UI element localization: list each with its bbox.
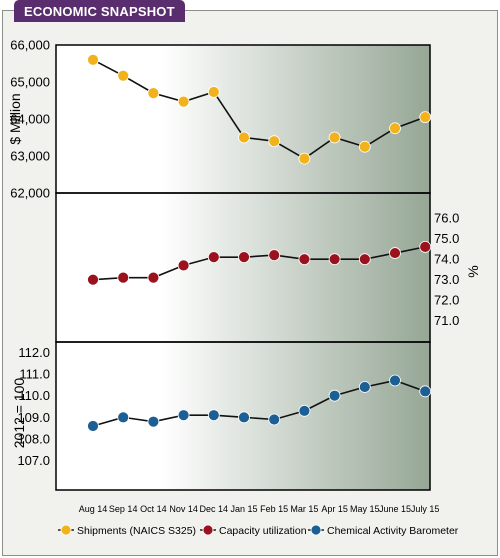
y-tick-label-barometer: 112.0 <box>18 345 50 360</box>
x-tick-label: Feb 15 <box>260 504 288 514</box>
legend-marker-barometer <box>310 524 322 536</box>
data-point-shipments <box>419 111 432 124</box>
data-point-shipments <box>207 86 220 98</box>
data-point-capacity <box>87 273 99 286</box>
data-point-shipments <box>358 140 371 153</box>
y-tick-label-barometer: 110.0 <box>18 388 50 403</box>
data-point-barometer <box>147 415 160 428</box>
data-point-barometer <box>389 374 401 387</box>
y-tick-label-barometer: 108.0 <box>17 432 50 447</box>
legend-label-shipments: Shipments (NAICS S325) <box>77 525 196 537</box>
y-tick-label-capacity: 75.0 <box>434 231 459 246</box>
data-point-shipments <box>87 53 99 66</box>
x-tick-label: June 15 <box>379 504 411 514</box>
x-tick-label: July 15 <box>411 504 440 514</box>
data-point-barometer <box>419 385 432 398</box>
data-point-capacity <box>207 251 220 264</box>
x-tick-label: Sep 14 <box>109 504 138 514</box>
x-tick-label: Mar 15 <box>290 504 318 514</box>
legend-item-barometer: Chemical Activity Barometer <box>308 524 459 537</box>
data-point-capacity <box>238 251 250 264</box>
x-tick-label: Oct 14 <box>140 504 167 514</box>
data-point-capacity <box>147 271 160 284</box>
y-tick-label-shipments: 66,000 <box>10 38 50 53</box>
snapshot-title-tab: ECONOMIC SNAPSHOT <box>14 0 185 22</box>
legend-marker-shipments <box>60 524 72 536</box>
x-tick-label: Dec 14 <box>200 504 229 514</box>
data-point-barometer <box>117 411 130 424</box>
data-point-capacity <box>419 240 432 253</box>
y-tick-label-capacity: 74.0 <box>434 252 459 267</box>
x-tick-label: Apr 15 <box>321 504 348 514</box>
y-axis-label-barometer: 2012 = 100 <box>11 378 27 449</box>
data-point-shipments <box>268 135 281 148</box>
data-point-shipments <box>389 122 401 135</box>
panel-barometer-border <box>55 341 431 491</box>
data-point-shipments <box>298 152 311 165</box>
data-point-shipments <box>117 69 130 82</box>
data-point-barometer <box>298 404 311 417</box>
y-axis-label-shipments: $ Million <box>7 93 23 144</box>
data-point-shipments <box>177 95 190 108</box>
legend-item-shipments: Shipments (NAICS S325) <box>58 524 196 537</box>
data-point-capacity <box>358 253 371 266</box>
y-axis-label-capacity: % <box>465 265 481 277</box>
y-tick-label-capacity: 71.0 <box>434 313 459 328</box>
data-point-shipments <box>328 131 341 144</box>
data-point-shipments <box>147 87 160 99</box>
data-point-barometer <box>358 381 371 393</box>
legend-item-capacity: Capacity utilization <box>200 524 307 537</box>
y-tick-label-capacity: 76.0 <box>434 211 459 226</box>
data-point-capacity <box>117 271 130 284</box>
x-tick-label: Aug 14 <box>79 504 108 514</box>
data-point-barometer <box>87 420 99 432</box>
x-tick-label: May 15 <box>350 504 380 514</box>
data-point-capacity <box>389 247 401 259</box>
data-point-barometer <box>238 411 250 424</box>
legend-label-capacity: Capacity utilization <box>219 525 307 537</box>
data-point-capacity <box>328 253 341 266</box>
data-point-barometer <box>177 409 190 422</box>
plot-background <box>56 45 430 490</box>
data-point-barometer <box>207 409 220 422</box>
y-tick-label-capacity: 73.0 <box>434 272 459 287</box>
y-tick-label-capacity: 72.0 <box>434 293 459 308</box>
data-point-barometer <box>328 389 341 402</box>
y-tick-label-shipments: 64,000 <box>10 112 50 127</box>
x-tick-label: Jan 15 <box>230 504 257 514</box>
data-point-capacity <box>268 249 281 262</box>
y-tick-label-shipments: 65,000 <box>10 75 50 90</box>
x-tick-label: Nov 14 <box>169 504 198 514</box>
y-tick-label-barometer: 111.0 <box>19 367 50 382</box>
data-point-capacity <box>298 253 311 266</box>
y-tick-label-barometer: 107.0 <box>17 453 50 468</box>
legend-label-barometer: Chemical Activity Barometer <box>327 525 459 537</box>
data-point-capacity <box>177 259 190 272</box>
y-tick-label-shipments: 63,000 <box>10 149 50 164</box>
data-point-barometer <box>268 413 281 426</box>
y-tick-label-barometer: 109.0 <box>17 410 50 425</box>
data-point-shipments <box>238 131 250 144</box>
legend-marker-capacity <box>202 524 214 536</box>
y-tick-label-shipments: 62,000 <box>10 186 50 201</box>
